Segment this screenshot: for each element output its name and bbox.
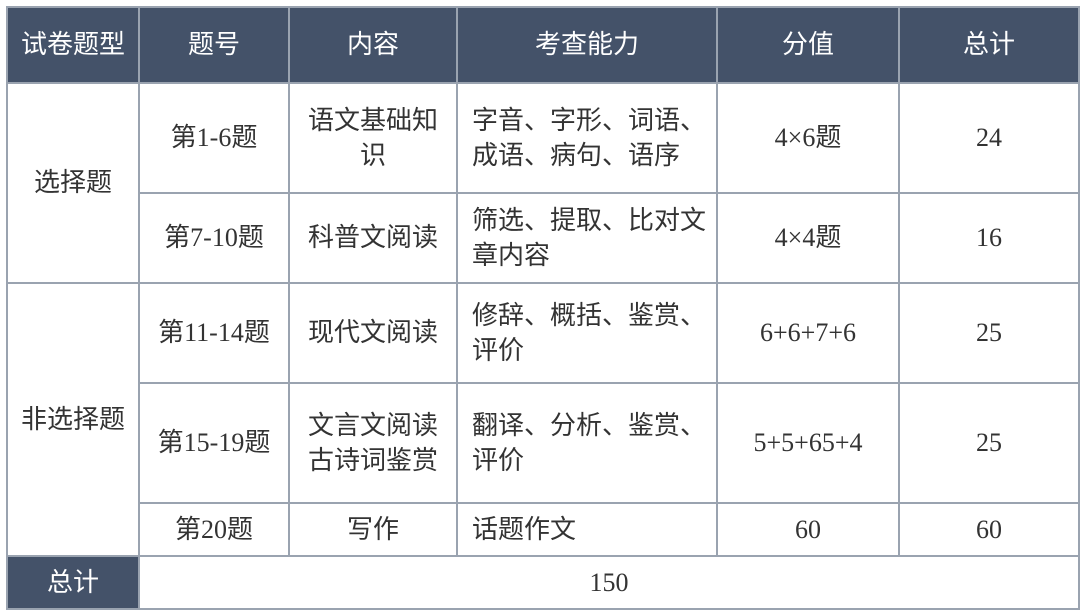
col-header-type: 试卷题型 — [7, 7, 139, 83]
section-label-choice: 选择题 — [7, 83, 139, 283]
cell-score: 4×4题 — [717, 193, 899, 283]
table-row: 第20题 写作 话题作文 60 60 — [7, 503, 1079, 556]
table-row: 选择题 第1-6题 语文基础知识 字音、字形、词语、成语、病句、语序 4×6题 … — [7, 83, 1079, 193]
cell-number: 第20题 — [139, 503, 289, 556]
cell-ability: 字音、字形、词语、成语、病句、语序 — [457, 83, 717, 193]
col-header-subtotal: 总计 — [899, 7, 1079, 83]
cell-subtotal: 24 — [899, 83, 1079, 193]
table-row: 第15-19题 文言文阅读古诗词鉴赏 翻译、分析、鉴赏、评价 5+5+65+4 … — [7, 383, 1079, 503]
col-header-content: 内容 — [289, 7, 457, 83]
total-value: 150 — [139, 556, 1079, 609]
col-header-score: 分值 — [717, 7, 899, 83]
cell-score: 6+6+7+6 — [717, 283, 899, 383]
cell-number: 第15-19题 — [139, 383, 289, 503]
section-label-nonchoice: 非选择题 — [7, 283, 139, 556]
cell-content: 科普文阅读 — [289, 193, 457, 283]
cell-score: 5+5+65+4 — [717, 383, 899, 503]
cell-subtotal: 25 — [899, 383, 1079, 503]
cell-content: 文言文阅读古诗词鉴赏 — [289, 383, 457, 503]
cell-score: 4×6题 — [717, 83, 899, 193]
cell-ability: 修辞、概括、鉴赏、评价 — [457, 283, 717, 383]
cell-ability: 翻译、分析、鉴赏、评价 — [457, 383, 717, 503]
cell-number: 第7-10题 — [139, 193, 289, 283]
cell-number: 第1-6题 — [139, 83, 289, 193]
cell-subtotal: 16 — [899, 193, 1079, 283]
cell-score: 60 — [717, 503, 899, 556]
table-total-row: 总计 150 — [7, 556, 1079, 609]
exam-structure-table: 试卷题型 题号 内容 考查能力 分值 总计 选择题 第1-6题 语文基础知识 字… — [0, 0, 1080, 609]
cell-content: 写作 — [289, 503, 457, 556]
cell-content: 现代文阅读 — [289, 283, 457, 383]
table-header-row: 试卷题型 题号 内容 考查能力 分值 总计 — [7, 7, 1079, 83]
col-header-ability: 考查能力 — [457, 7, 717, 83]
col-header-number: 题号 — [139, 7, 289, 83]
cell-content: 语文基础知识 — [289, 83, 457, 193]
total-label: 总计 — [7, 556, 139, 609]
table-row: 非选择题 第11-14题 现代文阅读 修辞、概括、鉴赏、评价 6+6+7+6 2… — [7, 283, 1079, 383]
cell-subtotal: 25 — [899, 283, 1079, 383]
cell-subtotal: 60 — [899, 503, 1079, 556]
table-row: 第7-10题 科普文阅读 筛选、提取、比对文章内容 4×4题 16 — [7, 193, 1079, 283]
cell-ability: 筛选、提取、比对文章内容 — [457, 193, 717, 283]
table: 试卷题型 题号 内容 考查能力 分值 总计 选择题 第1-6题 语文基础知识 字… — [6, 6, 1080, 610]
cell-ability: 话题作文 — [457, 503, 717, 556]
cell-number: 第11-14题 — [139, 283, 289, 383]
